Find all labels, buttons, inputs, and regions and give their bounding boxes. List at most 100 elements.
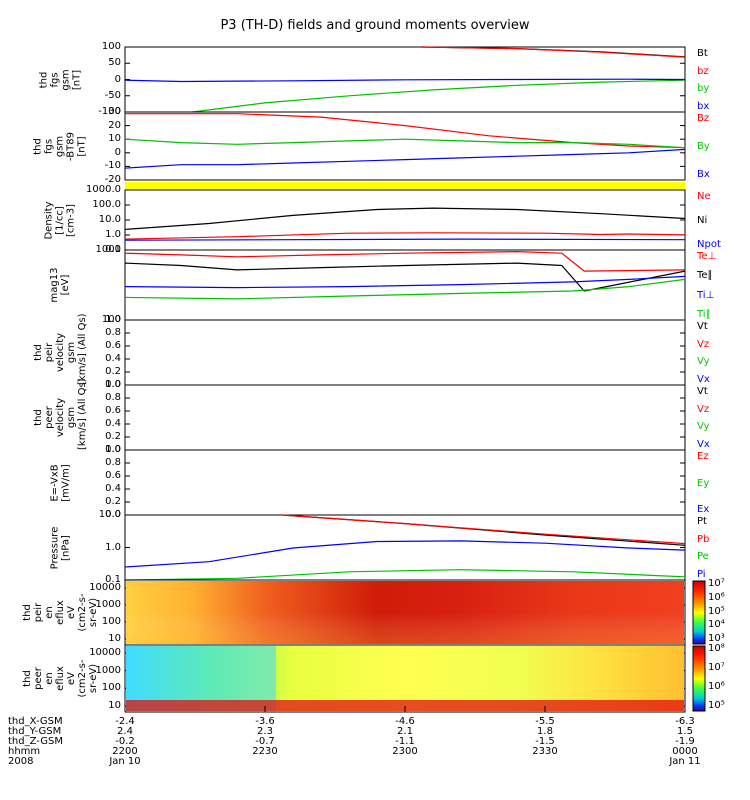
series-Npot — [124, 238, 686, 241]
legend-bz: bz — [697, 65, 709, 77]
xaxis-row-label: thd_Y-GSM — [8, 726, 62, 737]
legend-Pt: Pt — [697, 516, 707, 527]
ytick-density: 1.0 — [105, 229, 121, 240]
ylabel-pressure: Pressure [nPa] — [49, 526, 71, 569]
ytick-fgs_gsm: 50 — [108, 57, 121, 69]
ytick-fgs_gsm: 100 — [101, 41, 121, 52]
ytick-density: 1000.0 — [86, 184, 121, 195]
series-Bz — [125, 113, 686, 149]
ytick-fgs_gse: 30 — [108, 106, 121, 117]
panel-frame-efield — [124, 449, 686, 516]
ytick-peer_vel: 0.4 — [105, 418, 121, 429]
legend-Ni: Ni — [697, 215, 708, 226]
colorbar-tick: 10⁶ — [708, 591, 725, 603]
spectrogram-shade — [126, 700, 684, 711]
xaxis-value: 1.8 — [537, 726, 553, 737]
xaxis-value: 2.4 — [117, 726, 133, 737]
ytick-fgs_gsm: 0 — [114, 73, 121, 85]
ytick-peer_vel: 0.6 — [105, 405, 121, 416]
series-Pe — [124, 569, 686, 581]
ytick-fgs_gse: -10 — [104, 160, 121, 172]
xaxis-value: 0000 — [672, 746, 698, 757]
legend-Npot: Npot — [697, 239, 721, 250]
panel-frame-fgs_gse — [124, 111, 686, 181]
legend-Pe: Pe — [697, 551, 709, 563]
legend-Ne: Ne — [697, 191, 711, 202]
xaxis-row-label: 2008 — [8, 756, 34, 767]
ytick-fgs_gse: -20 — [104, 174, 121, 185]
ytick-peir_vel: 0.0 — [105, 379, 121, 390]
xaxis-value: 2.1 — [397, 726, 413, 737]
legend-Bz: Bz — [697, 113, 710, 124]
ytick-peer_vel: 0.8 — [105, 392, 121, 403]
ytick-peir_vel: 0.8 — [105, 327, 121, 338]
series-bz — [421, 46, 686, 58]
ytick-efield: 0.8 — [105, 457, 121, 468]
ytick-density: 0.1 — [105, 244, 121, 255]
panel-frame-peer_vel — [124, 384, 686, 451]
series-Pi — [124, 540, 686, 568]
ytick-peir_eflux: 10 — [108, 633, 121, 644]
legend-Bt: Bt — [697, 48, 708, 59]
colorbar-tick: 10³ — [708, 633, 725, 644]
ytick-pressure: 1.0 — [105, 541, 121, 553]
chart-title: P3 (TH-D) fields and ground moments over… — [220, 18, 530, 33]
legend-Te∥: Te∥ — [697, 270, 713, 282]
ytick-peir_vel: 1.0 — [105, 314, 121, 325]
ytick-efield: 1.0 — [105, 444, 121, 455]
ytick-fgs_gsm: -100 — [98, 106, 121, 117]
xaxis-value: 2330 — [532, 746, 558, 757]
ytick-peir_eflux: 10000 — [89, 582, 121, 593]
xaxis-value: 2200 — [112, 746, 138, 757]
legend-Ti⊥: Ti⊥ — [697, 289, 715, 301]
legend-Te⊥: Te⊥ — [697, 251, 717, 262]
ylabel-temp: mag13 [eV] — [49, 267, 71, 303]
ytick-temp: 1000 — [95, 244, 121, 255]
legend-Pi: Pi — [697, 569, 706, 580]
ytick-peir_eflux: 1000 — [95, 599, 121, 610]
colorbar-tick: 10⁷ — [708, 578, 725, 589]
ytick-peer_eflux: 100 — [101, 682, 121, 694]
ylabel-fgs_gsm: thd fgs gsm [nT] — [38, 68, 82, 91]
xaxis-row-label: hhmm — [8, 746, 41, 757]
ytick-peir_eflux: 100 — [101, 616, 121, 627]
xaxis-value: 2300 — [392, 746, 418, 757]
ytick-pressure: 10.0 — [98, 509, 121, 520]
legend-Ex: Ex — [697, 504, 710, 515]
ytick-peer_eflux: 10 — [108, 700, 121, 711]
series-bx — [124, 78, 686, 83]
colorbar-tick: 10⁵ — [708, 605, 725, 617]
legend-by: by — [697, 83, 710, 95]
colorbar-tick: 10⁵ — [708, 700, 725, 711]
xaxis-value: -0.7 — [255, 736, 275, 747]
ytick-peer_vel: 0.0 — [105, 444, 121, 455]
legend-Vt: Vt — [697, 321, 708, 332]
legend-Ey: Ey — [697, 477, 710, 489]
xaxis-value: 2230 — [252, 746, 278, 757]
colorbar-tick: 10⁴ — [708, 619, 725, 631]
colorbar-tick: 10⁶ — [708, 681, 725, 692]
xaxis-value: 1.5 — [677, 726, 693, 737]
panel-frame-density — [124, 189, 686, 251]
ytick-efield: 0.2 — [105, 496, 121, 507]
xaxis-value: -0.2 — [115, 736, 135, 747]
ytick-peer_vel: 0.2 — [105, 431, 121, 442]
xaxis-value: -5.5 — [535, 716, 555, 727]
ylabel-efield: E=-VxB [mV/m] — [49, 463, 71, 502]
legend-Vz: Vz — [697, 338, 710, 350]
ytick-peer_vel: 1.0 — [105, 379, 121, 390]
xaxis-value: -1.5 — [535, 736, 555, 747]
ytick-fgs_gsm: -50 — [104, 89, 121, 101]
xaxis-value: -1.9 — [675, 736, 695, 747]
xaxis-value: -2.4 — [115, 716, 135, 727]
ytick-density: 10.0 — [98, 214, 121, 225]
ytick-fgs_gse: 0 — [114, 146, 121, 158]
ytick-efield: 0.4 — [105, 483, 121, 494]
ytick-peer_eflux: 1000 — [95, 664, 121, 676]
legend-Vz: Vz — [697, 403, 710, 415]
ytick-fgs_gse: 10 — [108, 133, 121, 145]
legend-Ti∥: Ti∥ — [697, 309, 711, 320]
series-By — [124, 138, 686, 149]
legend-Bx: Bx — [697, 169, 710, 180]
